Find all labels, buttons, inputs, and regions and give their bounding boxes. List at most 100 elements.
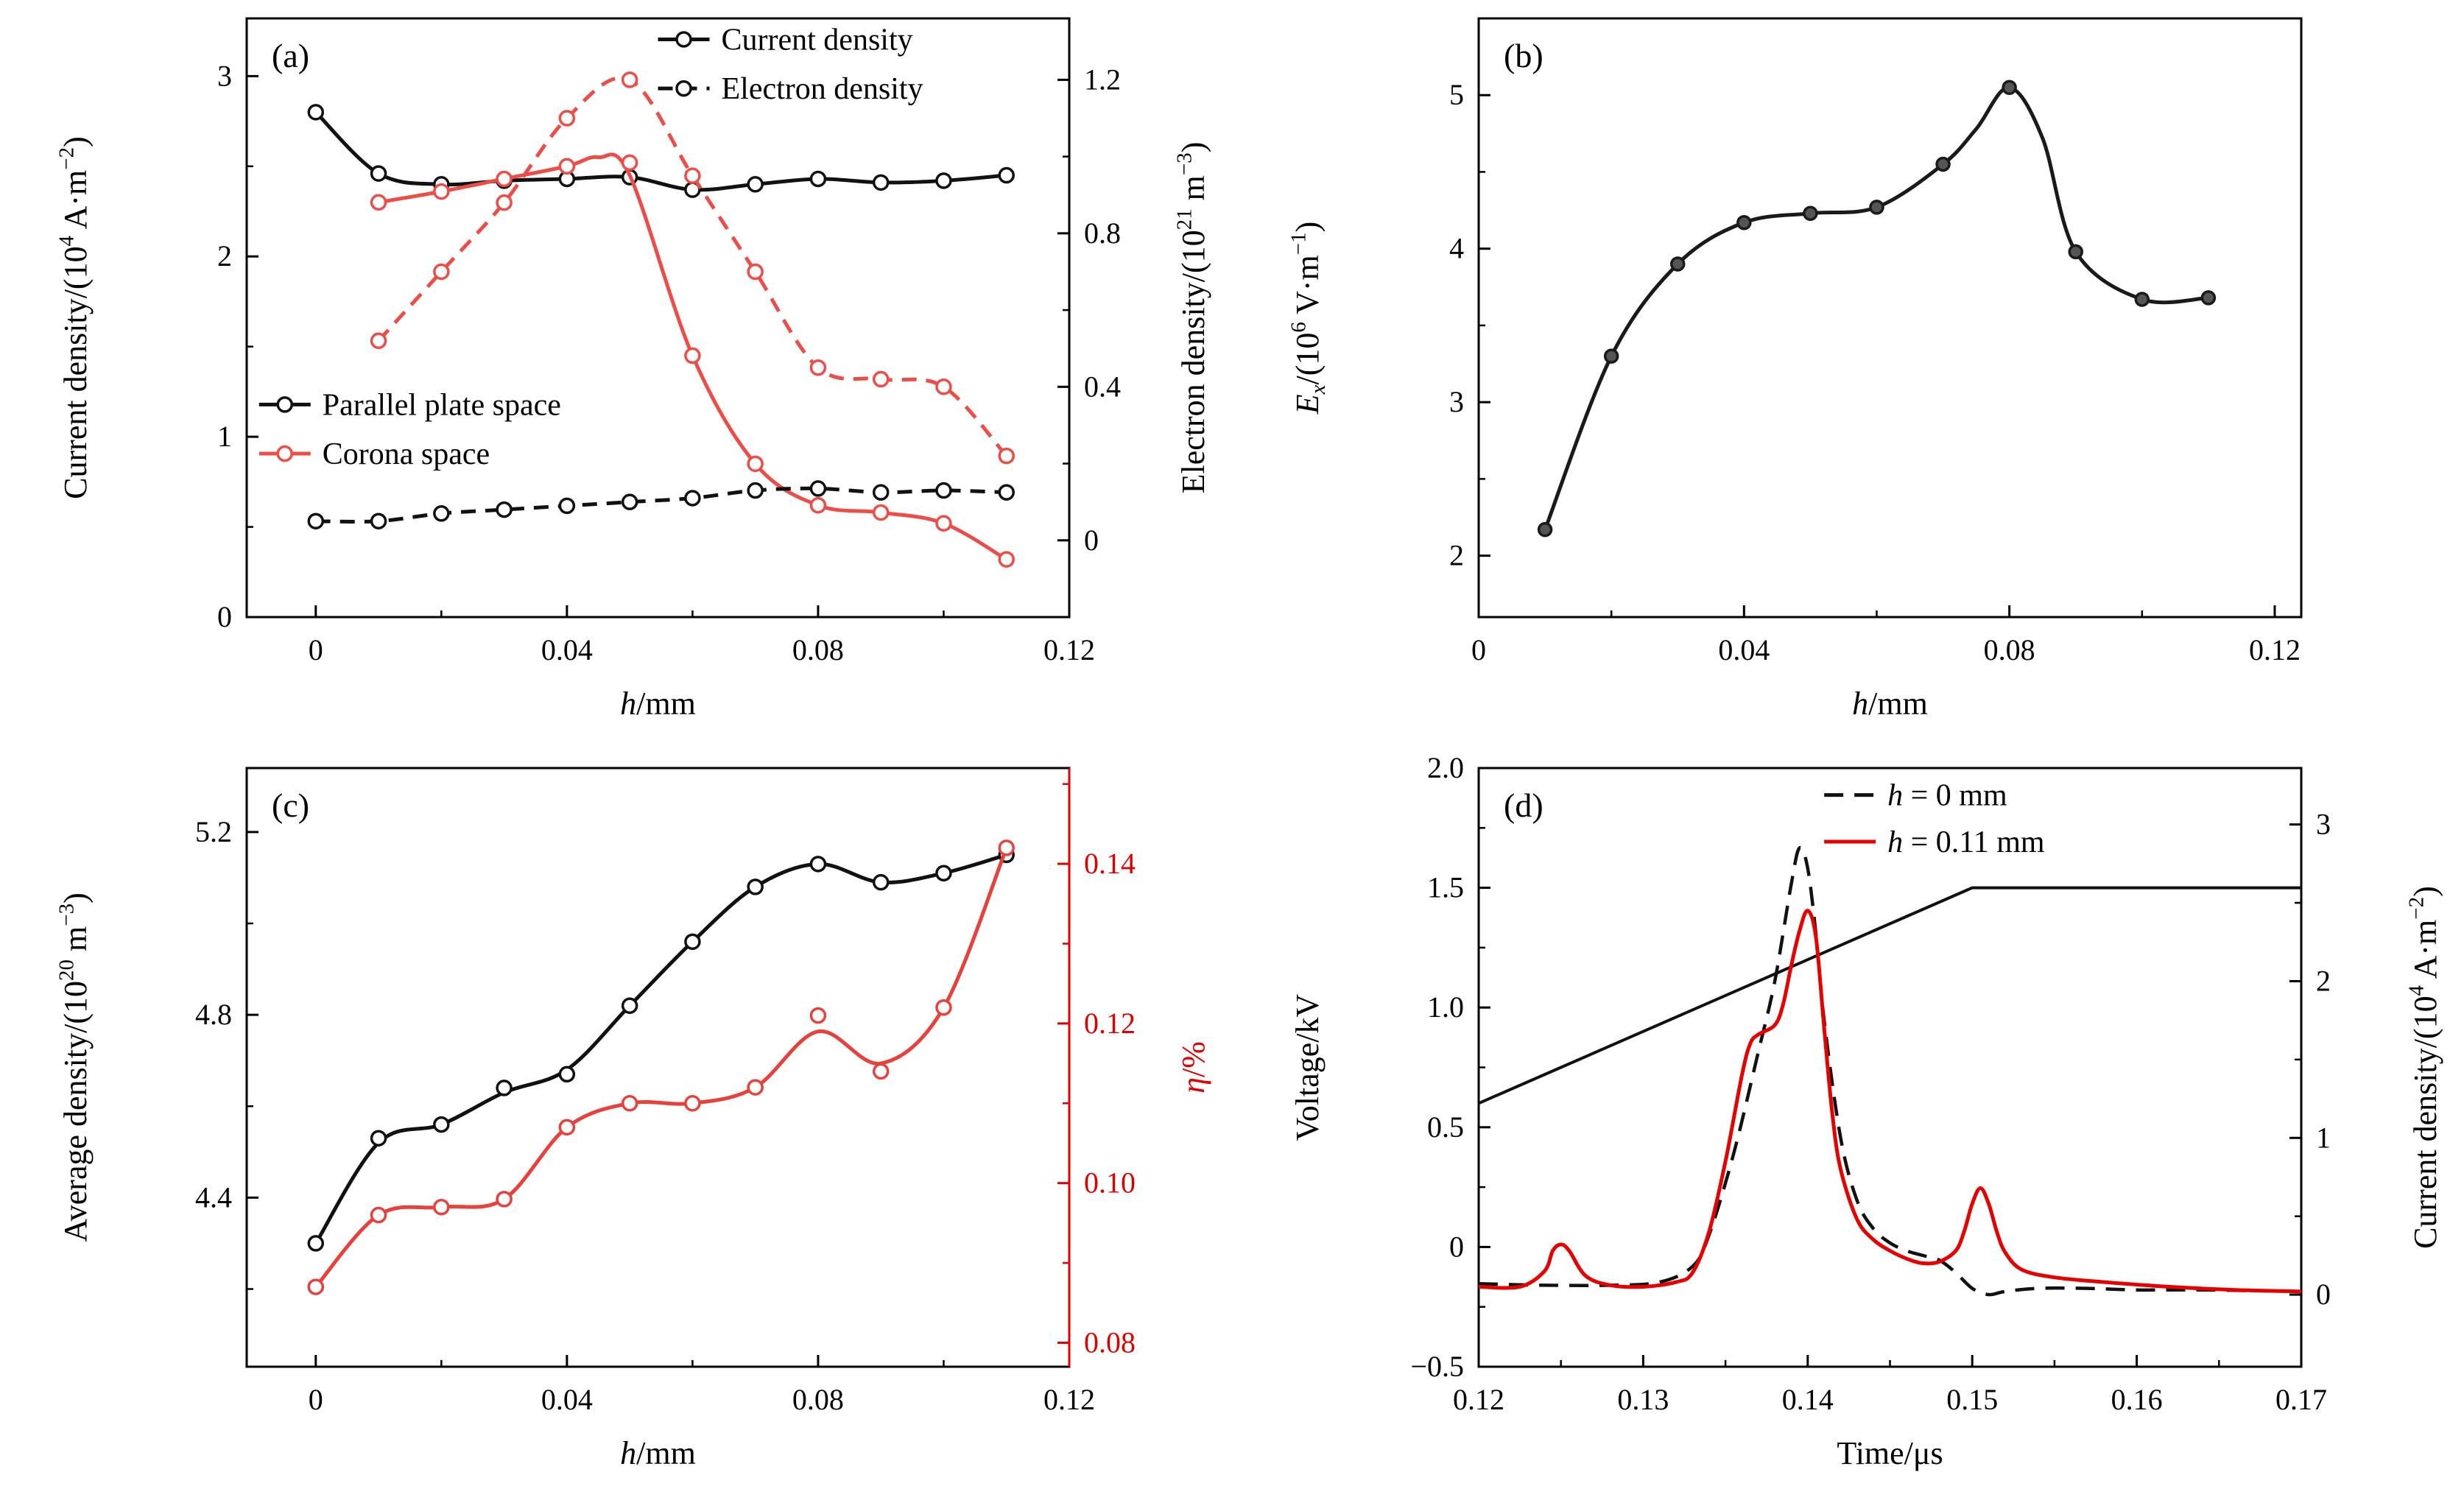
y-tick-label: 1 — [2316, 1121, 2331, 1154]
data-point-marker-efficiency-eta — [433, 1198, 450, 1216]
x-tick-label: 0.17 — [2275, 1383, 2327, 1416]
data-point-marker-efficiency-eta — [496, 1191, 513, 1208]
data-point-marker-efficiency-eta — [998, 839, 1015, 856]
series-line-electron-density-corona — [377, 76, 1008, 457]
plot-box — [1477, 17, 2303, 619]
series-group — [307, 839, 1015, 1295]
series-line-average-density — [314, 853, 1007, 1244]
chart-panel-c: 0 0.04 0.08 0.12 h/mm 4.4 4.8 5.2 Average densit… — [0, 750, 1232, 1499]
x-axis-title: Time/μs — [1837, 1435, 1943, 1471]
data-point-marker-current-density-corona — [747, 455, 764, 473]
x-tick-label: 0.04 — [541, 1383, 593, 1416]
data-point-marker-efficiency-eta — [935, 999, 952, 1016]
x-tick-label: 0.13 — [1617, 1383, 1669, 1416]
y-tick-label: 5 — [1449, 78, 1464, 111]
data-point-marker-current-density-corona — [370, 194, 387, 211]
data-point-marker-average-density — [496, 1080, 513, 1096]
left-y-axis: 4.4 4.8 5.2 — [195, 815, 258, 1290]
data-point-marker-electron-density-corona — [433, 263, 450, 281]
right-y-axis-title: Current density/(104 A·m−2) — [2404, 886, 2443, 1249]
y-tick-label: 1.2 — [1084, 63, 1121, 96]
data-point-marker-efficiency-eta — [621, 1095, 638, 1112]
data-point-marker-current-density-corona — [809, 496, 827, 514]
chart-svg-a: 0 0.04 0.08 0.12 h/mm 0 1 2 3 Current density/(10… — [54, 17, 1211, 722]
data-point-marker-current-density-corona — [433, 183, 450, 200]
data-point-marker-current-density-parallel — [747, 176, 764, 193]
left-y-axis: 2 3 4 5 — [1449, 78, 1490, 572]
x-axis-title: h/mm — [620, 686, 696, 722]
data-point-marker-electron-density-corona — [935, 378, 952, 395]
data-point-marker-current-density-parallel — [998, 166, 1015, 184]
x-tick-label: 0.12 — [2249, 633, 2301, 666]
data-point-marker-electron-density-parallel — [307, 513, 325, 529]
data-point-marker-ex-field — [2134, 292, 2150, 307]
data-point-marker-electron-density-corona — [370, 332, 387, 350]
data-point-marker-current-density-parallel — [370, 165, 387, 182]
data-point-marker-ex-field — [2200, 290, 2217, 306]
data-point-marker-electron-density-corona — [684, 167, 701, 184]
data-point-marker-average-density — [684, 933, 701, 951]
x-tick-label: 0 — [1471, 633, 1486, 666]
x-axis: 0.12 0.13 0.14 0.15 0.16 0.17 — [1453, 1355, 2327, 1416]
y-tick-label: 3 — [2316, 808, 2331, 841]
data-point-marker-electron-density-parallel — [558, 497, 576, 515]
data-point-marker-average-density — [809, 856, 827, 873]
series-group — [307, 71, 1015, 568]
series-line-current-h0 — [1479, 845, 2301, 1297]
data-point-marker-ex-field — [1736, 215, 1752, 230]
y-tick-label: 0.10 — [1084, 1166, 1136, 1200]
data-point-marker-electron-density-corona — [747, 263, 764, 281]
data-point-marker-average-density — [307, 1235, 325, 1252]
legend: Parallel plate space Corona space — [258, 388, 561, 471]
data-point-marker-electron-density-corona — [872, 370, 890, 388]
legend-marker-sample — [675, 31, 692, 48]
plot-box — [245, 17, 1071, 619]
data-point-marker-efficiency-eta — [684, 1095, 701, 1112]
legend-label: Corona space — [323, 437, 490, 471]
x-tick-label: 0.12 — [1453, 1383, 1504, 1416]
data-point-marker-electron-density-corona — [809, 359, 827, 376]
data-point-marker-efficiency-eta — [558, 1119, 576, 1136]
legend-label: Parallel plate space — [323, 388, 561, 422]
chart-panel-a: 0 0.04 0.08 0.12 h/mm 0 1 2 3 Current density/(10… — [0, 0, 1232, 750]
left-y-axis: 0 1 2 3 — [217, 59, 258, 633]
x-axis-title: h/mm — [1852, 686, 1928, 722]
y-tick-label: 4.4 — [195, 1180, 232, 1214]
data-point-marker-electron-density-corona — [496, 194, 513, 211]
data-point-marker-current-density-corona — [621, 154, 638, 172]
left-y-axis: −0.5 0 0.5 1.0 1.5 2.0 — [1410, 751, 1490, 1383]
right-y-axis: 0 1 2 3 — [2289, 808, 2331, 1311]
y-tick-label: 2 — [2316, 964, 2331, 997]
series-group — [1479, 845, 2301, 1297]
data-point-marker-current-density-corona — [684, 347, 701, 365]
legend-marker-sample — [276, 396, 294, 413]
data-point-marker-electron-density-parallel — [998, 484, 1015, 501]
data-point-marker-efficiency-eta — [747, 1079, 764, 1096]
x-axis: 0 0.04 0.08 0.12 — [309, 1355, 1095, 1416]
legend-label: Current density — [722, 23, 913, 57]
y-tick-label: 1 — [217, 420, 232, 453]
series-line-ex-field — [1543, 85, 2209, 531]
data-point-marker-electron-density-parallel — [747, 482, 764, 499]
series-line-current-h011 — [1479, 909, 2301, 1294]
data-point-marker-ex-field — [1603, 348, 1619, 364]
data-point-marker-ex-field — [2068, 244, 2083, 260]
data-point-marker-electron-density-parallel — [621, 493, 638, 510]
x-tick-label: 0.08 — [792, 1383, 844, 1416]
data-point-marker-electron-density-parallel — [872, 484, 890, 501]
y-tick-label: 2.0 — [1427, 751, 1464, 784]
legend: Current density Electron density — [658, 23, 923, 106]
legend-marker-sample — [276, 445, 294, 462]
y-tick-label: 0.08 — [1084, 1325, 1136, 1359]
right-y-axis-title: Electron density/(1021 m−3) — [1172, 142, 1211, 494]
x-tick-label: 0 — [309, 1383, 323, 1416]
data-point-marker-current-density-corona — [496, 170, 513, 188]
data-point-marker-electron-density-parallel — [370, 513, 387, 529]
x-axis-title: h/mm — [620, 1435, 696, 1471]
data-point-marker-average-density — [621, 997, 638, 1014]
data-point-marker-efficiency-eta — [370, 1206, 387, 1224]
chart-panel-b: 0 0.04 0.08 0.12 h/mm 2 3 4 5 Ex/(106 V·m−1) (b) — [1232, 0, 2464, 750]
y-tick-label: 3 — [217, 59, 232, 92]
y-tick-label: 0.4 — [1084, 370, 1121, 403]
data-point-marker-average-density — [433, 1116, 450, 1133]
